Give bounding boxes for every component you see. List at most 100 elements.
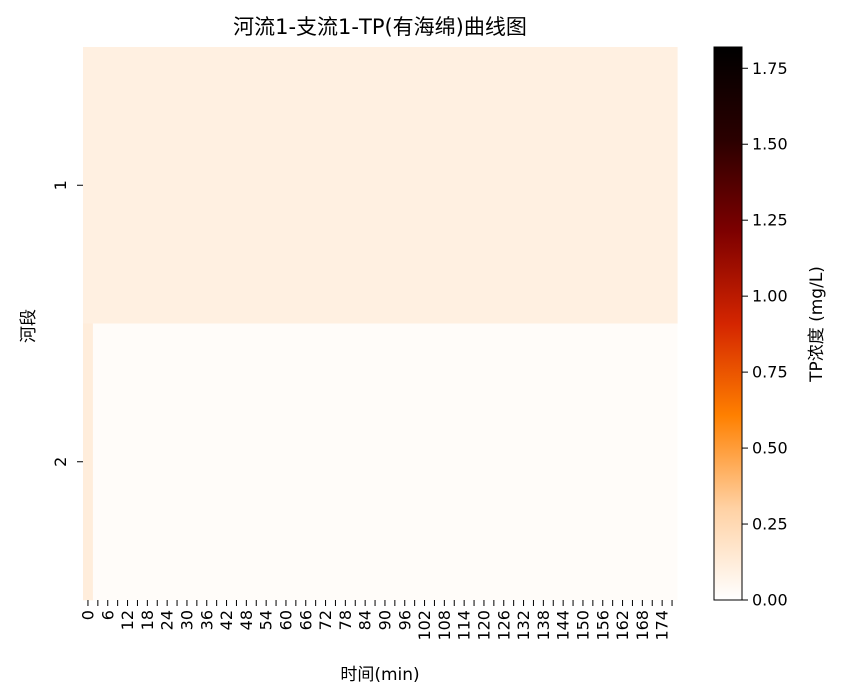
heatmap-cell	[538, 323, 549, 601]
colorbar-tick-label: 0.25	[752, 515, 788, 534]
heatmap-cell	[657, 47, 668, 324]
x-tick-label: 24	[158, 610, 177, 630]
x-tick-label: 162	[613, 610, 632, 641]
heatmap-cell	[518, 47, 530, 324]
heatmap-cell	[231, 323, 242, 601]
heatmap-cell	[92, 47, 104, 324]
heatmap-cell	[479, 47, 490, 324]
heatmap-cell	[92, 323, 104, 601]
heatmap-cell	[191, 323, 203, 601]
heatmap-cell	[360, 47, 371, 324]
heatmap-cell	[389, 323, 401, 601]
heatmap-cell	[469, 323, 480, 601]
heatmap-cell	[310, 47, 322, 324]
heatmap-cell	[340, 47, 351, 324]
heatmap-cell	[498, 47, 510, 324]
heatmap-cell	[132, 323, 143, 601]
heatmap-cell	[370, 47, 381, 324]
heatmap-cell	[231, 47, 242, 324]
heatmap-cell	[330, 47, 341, 324]
y-tick-label: 2	[51, 457, 70, 467]
heatmap-cell	[667, 47, 678, 324]
x-tick-label: 36	[197, 610, 216, 630]
heatmap-cell	[389, 47, 401, 324]
heatmap-cell	[399, 323, 411, 601]
heatmap-cell	[429, 47, 440, 324]
x-tick-label: 6	[98, 610, 117, 620]
heatmap-cell	[172, 323, 183, 601]
heatmap-cell	[370, 323, 381, 601]
heatmap-cell	[538, 47, 549, 324]
heatmap-cell	[380, 47, 391, 324]
heatmap-cell	[647, 323, 658, 601]
y-tick-label: 1	[51, 180, 70, 190]
colorbar-frame	[713, 46, 743, 601]
heatmap-cell	[142, 323, 153, 601]
colorbar-tick-label: 1.00	[752, 287, 788, 306]
heatmap-cell	[647, 47, 658, 324]
y-axis: 12	[51, 180, 83, 467]
heatmap-cell	[271, 323, 282, 601]
x-tick-label: 66	[296, 610, 315, 630]
x-tick-label: 72	[316, 610, 335, 630]
x-tick-label: 150	[573, 610, 592, 641]
heatmap-cell	[578, 323, 589, 601]
heatmap-cell	[201, 47, 213, 324]
heatmap-cell	[172, 47, 183, 324]
x-tick-label: 84	[356, 610, 375, 630]
colorbar-tick-label: 0.75	[752, 363, 788, 382]
heatmap-cell	[112, 47, 124, 324]
colorbar-tick-label: 0.00	[752, 591, 788, 610]
colorbar-tick-label: 1.25	[752, 211, 788, 230]
colorbar-tick-label: 1.75	[752, 59, 788, 78]
heatmap-cell	[528, 323, 539, 601]
heatmap-cell	[182, 323, 193, 601]
heatmap-cell	[429, 323, 440, 601]
heatmap-cell	[320, 47, 332, 324]
x-tick-label: 168	[633, 610, 652, 641]
heatmap-cell	[568, 47, 579, 324]
heatmap-cell	[191, 47, 203, 324]
heatmap-cell	[399, 47, 411, 324]
x-tick-label: 54	[257, 610, 276, 630]
heatmap-cell	[261, 323, 272, 601]
x-tick-label: 144	[554, 610, 573, 641]
heatmap-cell	[320, 323, 332, 601]
heatmap-cell	[518, 323, 530, 601]
heatmap-cell	[241, 323, 252, 601]
heatmap-cell	[122, 47, 134, 324]
colorbar-label: TP浓度 (mg/L)	[807, 266, 827, 383]
heatmap-cell	[508, 323, 520, 601]
x-tick-label: 42	[217, 610, 236, 630]
heatmap-cell	[251, 323, 262, 601]
heatmap-cell	[667, 323, 678, 601]
heatmap-cell	[607, 47, 619, 324]
heatmap-cell	[439, 47, 450, 324]
heatmap-cell	[360, 323, 371, 601]
colorbar	[714, 47, 742, 600]
x-tick-label: 12	[118, 610, 137, 630]
heatmap-cell	[558, 323, 569, 601]
heatmap-cell	[558, 47, 569, 324]
heatmap-cell	[419, 323, 431, 601]
heatmap-cell	[182, 47, 193, 324]
heatmap-cell	[657, 323, 668, 601]
x-tick-label: 60	[276, 610, 295, 630]
heatmap-cell	[83, 323, 94, 601]
heatmap-cell	[350, 323, 361, 601]
colorbar-ticks: 0.00 0.25 0.50 0.75 1.00 1.25 1.50 1.75	[742, 59, 788, 610]
colorbar-tick-label: 1.50	[752, 135, 788, 154]
heatmap-cell	[597, 323, 609, 601]
heatmap-cell	[568, 323, 579, 601]
heatmap-cell	[211, 323, 223, 601]
heatmap-cell	[469, 47, 480, 324]
x-axis-title: 时间(min)	[340, 665, 419, 685]
heatmap-cell	[627, 323, 638, 601]
x-tick-label: 48	[237, 610, 256, 630]
heatmap-cell	[83, 47, 94, 324]
heatmap-cell	[548, 47, 559, 324]
x-tick-label: 90	[375, 610, 394, 630]
heatmap-cell	[637, 323, 648, 601]
heatmap-cell	[409, 47, 421, 324]
